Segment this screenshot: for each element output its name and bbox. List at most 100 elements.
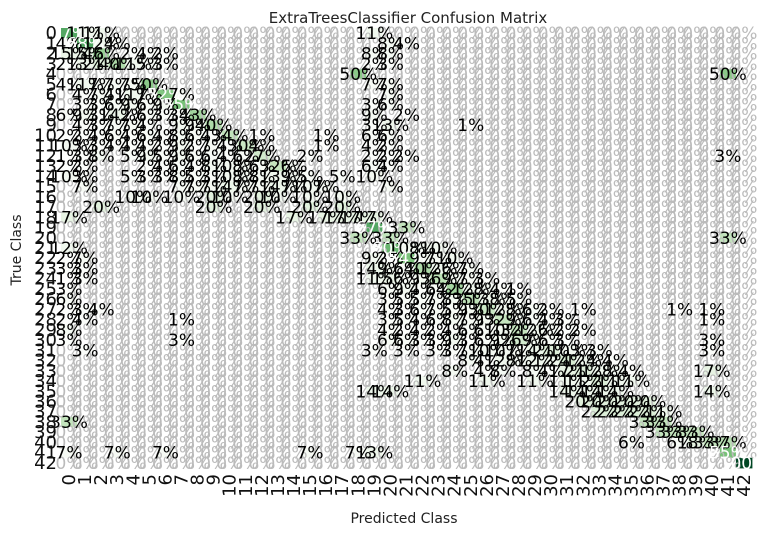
heatmap-cell: [559, 130, 576, 141]
heatmap-cell: [109, 263, 126, 274]
heatmap-cell: [350, 109, 367, 121]
heatmap-cell: [671, 201, 689, 213]
heatmap-cell: [221, 161, 239, 172]
heatmap-cell: [221, 130, 239, 141]
heatmap-cell: [141, 273, 158, 285]
heatmap-cell: [77, 99, 94, 111]
heatmap-cell: [591, 28, 608, 39]
heatmap-cell: [446, 253, 464, 264]
heatmap-cell: [687, 232, 705, 244]
heatmap-cell: [446, 89, 464, 101]
heatmap-cell: [350, 222, 367, 234]
heatmap-cell: [719, 120, 737, 131]
heatmap-cell: [687, 89, 705, 101]
heatmap-cell: [398, 58, 415, 70]
heatmap-cell: [205, 253, 223, 264]
heatmap-cell: [77, 161, 94, 172]
heatmap-cell: [703, 28, 721, 39]
heatmap-cell: [382, 161, 399, 172]
cell-label: 50%: [709, 65, 747, 85]
heatmap-cell: [350, 38, 367, 49]
heatmap-cell: [93, 130, 110, 141]
heatmap-cell: [559, 28, 576, 39]
heatmap-cell: [655, 150, 673, 162]
heatmap-cell: [655, 68, 673, 80]
heatmap-cell: [543, 28, 560, 39]
heatmap-cell: [462, 242, 480, 254]
heatmap-cell: [639, 253, 656, 264]
heatmap-cell: [543, 232, 560, 244]
heatmap-cell: [414, 109, 432, 121]
heatmap-cell: [61, 109, 78, 121]
heatmap-cell: [157, 150, 174, 162]
heatmap-cell: [141, 283, 158, 295]
heatmap-cell: [366, 242, 383, 254]
heatmap-cell: [302, 58, 319, 70]
heatmap-cell: [221, 48, 239, 60]
heatmap-cell: [623, 99, 640, 111]
heatmap-cell: [639, 273, 656, 285]
heatmap-cell: [559, 171, 576, 182]
heatmap-cell: [591, 263, 608, 274]
heatmap-cell: [61, 48, 78, 60]
heatmap-cell: [591, 242, 608, 254]
heatmap-cell: [318, 253, 335, 264]
heatmap-cell: [446, 273, 464, 285]
heatmap-cell: [109, 212, 126, 223]
heatmap-cell: [623, 191, 640, 203]
heatmap-cell: [623, 58, 640, 70]
heatmap-cell: [639, 48, 656, 60]
heatmap-cell: [639, 191, 656, 203]
heatmap-cell: [205, 150, 223, 162]
heatmap-cell: [157, 181, 174, 193]
heatmap-cell: [253, 273, 271, 285]
heatmap-cell: [269, 201, 287, 213]
heatmap-cell: [591, 253, 608, 264]
cell-label: 7%: [152, 444, 179, 464]
heatmap-cell: [141, 161, 158, 172]
heatmap-cell: [93, 232, 110, 244]
heatmap-cell: [703, 181, 721, 193]
heatmap-cell: [559, 242, 576, 254]
heatmap-cell: [205, 283, 223, 295]
heatmap-cell: [157, 253, 174, 264]
heatmap-cell: [109, 253, 126, 264]
heatmap-cell: [334, 68, 351, 80]
heatmap-cell: [478, 273, 496, 285]
heatmap-cell: [398, 140, 415, 152]
heatmap-cell: [302, 109, 319, 121]
heatmap-cell: [398, 232, 415, 244]
heatmap-cell: [318, 263, 335, 274]
heatmap-cell: [157, 161, 174, 172]
heatmap-cell: [221, 181, 239, 193]
heatmap-cell: [623, 130, 640, 141]
heatmap-cell: [623, 171, 640, 182]
heatmap-cell: [446, 181, 464, 193]
heatmap-cell: [93, 242, 110, 254]
heatmap-cell: [366, 212, 383, 223]
heatmap-cell: [591, 58, 608, 70]
heatmap-cell: [285, 191, 303, 203]
heatmap-cell: [221, 263, 239, 274]
heatmap-cell: [77, 171, 94, 182]
heatmap-cell: [334, 212, 351, 223]
heatmap-cell: [639, 140, 656, 152]
heatmap-cell: [446, 79, 464, 90]
heatmap-cell: [302, 232, 319, 244]
heatmap-cell: [141, 171, 158, 182]
heatmap-cell: [607, 253, 624, 264]
heatmap-cell: [125, 263, 142, 274]
heatmap-cell: [527, 79, 544, 90]
heatmap-cell: [607, 263, 624, 274]
heatmap-cell: [623, 201, 640, 213]
heatmap-cell: [93, 273, 110, 285]
heatmap-cell: [414, 28, 432, 39]
heatmap-cell: [253, 120, 271, 131]
heatmap-cell: [109, 38, 126, 49]
heatmap-cell: [269, 263, 287, 274]
heatmap-cell: [350, 140, 367, 152]
heatmap-cell: [173, 171, 190, 182]
heatmap-cell: [318, 120, 335, 131]
heatmap-cell: [462, 181, 480, 193]
heatmap-cell: [125, 181, 142, 193]
